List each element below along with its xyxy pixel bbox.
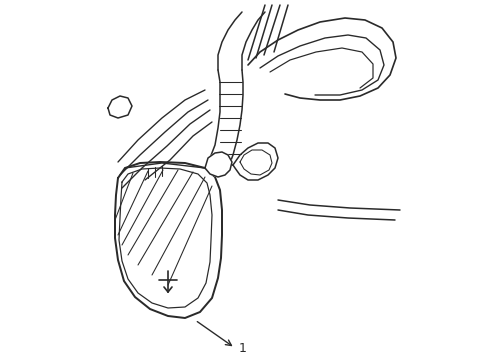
Polygon shape — [115, 162, 222, 318]
Polygon shape — [233, 143, 278, 180]
Polygon shape — [205, 152, 232, 177]
Polygon shape — [108, 96, 132, 118]
Text: 1: 1 — [239, 342, 247, 355]
